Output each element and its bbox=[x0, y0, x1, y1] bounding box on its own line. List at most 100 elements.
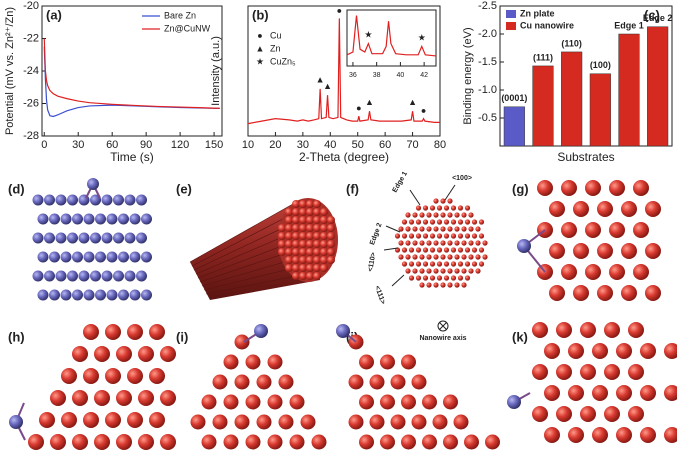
axis-symbol bbox=[437, 320, 449, 332]
atom bbox=[78, 232, 90, 244]
atom bbox=[415, 205, 422, 211]
atom bbox=[313, 256, 321, 264]
atom bbox=[44, 232, 55, 244]
legend-label: CuZn₅ bbox=[270, 56, 296, 66]
atom bbox=[447, 226, 453, 232]
atom bbox=[422, 247, 429, 253]
atom bbox=[83, 289, 95, 301]
atom bbox=[422, 233, 429, 239]
atom bbox=[90, 270, 101, 282]
atom bbox=[440, 254, 446, 260]
atom bbox=[415, 247, 422, 253]
atom bbox=[149, 368, 165, 384]
atom bbox=[436, 261, 443, 267]
atom bbox=[592, 385, 608, 401]
annotation: Nanowire axis bbox=[419, 335, 466, 342]
atom bbox=[299, 216, 307, 224]
atom bbox=[664, 385, 677, 401]
x-tick-label: 40 bbox=[397, 72, 405, 79]
atom bbox=[422, 219, 429, 225]
atom bbox=[278, 240, 286, 248]
atom bbox=[37, 251, 49, 263]
atom bbox=[405, 240, 411, 246]
annotation: Edge 2 bbox=[369, 222, 383, 246]
atom bbox=[32, 270, 44, 282]
x-tick-label: 10 bbox=[242, 139, 254, 151]
atom bbox=[573, 201, 589, 217]
x-tick-label: 150 bbox=[205, 139, 223, 151]
x-axis-label: Substrates bbox=[557, 150, 614, 164]
atom bbox=[556, 406, 572, 422]
y-tick-label: -24 bbox=[23, 65, 39, 77]
atom bbox=[604, 364, 620, 380]
atom bbox=[285, 216, 293, 224]
atom bbox=[78, 270, 90, 282]
atom bbox=[436, 205, 443, 211]
bar-label: Edge 2 bbox=[643, 13, 673, 23]
atom bbox=[94, 434, 110, 450]
atom bbox=[440, 198, 446, 204]
x-tick-label: 30 bbox=[72, 139, 84, 151]
atom bbox=[468, 268, 474, 274]
atom bbox=[60, 213, 72, 225]
peak-marker: ● bbox=[356, 103, 361, 113]
atom bbox=[640, 385, 656, 401]
x-tick-label: 120 bbox=[171, 139, 189, 151]
atom bbox=[129, 213, 141, 225]
annotation: <100> bbox=[452, 175, 472, 182]
atom bbox=[450, 275, 457, 281]
atom bbox=[443, 261, 450, 267]
atom bbox=[320, 216, 328, 224]
axis-symbol bbox=[439, 322, 447, 330]
atom bbox=[415, 219, 422, 225]
atom bbox=[299, 200, 307, 208]
legend-symbol: ● bbox=[257, 30, 262, 40]
atom bbox=[149, 412, 165, 428]
atom bbox=[278, 414, 294, 430]
atom bbox=[454, 226, 460, 232]
atom bbox=[401, 247, 408, 253]
atom bbox=[532, 364, 548, 380]
atom bbox=[160, 434, 176, 450]
atom bbox=[457, 205, 464, 211]
atom bbox=[292, 224, 300, 232]
atom bbox=[278, 374, 294, 390]
atom bbox=[278, 232, 286, 240]
atom bbox=[105, 368, 121, 384]
panel-label: (e) bbox=[176, 181, 192, 196]
atom bbox=[327, 256, 335, 264]
x-tick-label: 50 bbox=[352, 139, 364, 151]
atom bbox=[50, 390, 66, 406]
atom bbox=[212, 374, 228, 390]
atom bbox=[160, 390, 176, 406]
atom bbox=[592, 343, 608, 359]
atom bbox=[95, 213, 106, 225]
atom bbox=[394, 233, 401, 239]
atom bbox=[429, 219, 436, 225]
data-line bbox=[43, 38, 220, 109]
atom bbox=[628, 322, 644, 338]
atom bbox=[83, 213, 95, 225]
atom bbox=[443, 205, 450, 211]
atom bbox=[443, 434, 458, 450]
atom bbox=[37, 213, 49, 225]
atom bbox=[450, 219, 457, 225]
y-tick-label: -22 bbox=[23, 32, 39, 44]
atom bbox=[597, 243, 613, 259]
atom bbox=[440, 240, 446, 246]
atom bbox=[544, 343, 560, 359]
plot-frame bbox=[247, 5, 441, 137]
panel-label: (b) bbox=[252, 7, 269, 22]
atom bbox=[436, 233, 443, 239]
atom bbox=[369, 374, 385, 390]
atom bbox=[408, 233, 415, 239]
nanowire-strand bbox=[189, 199, 301, 263]
legend-symbol: ▲ bbox=[256, 43, 265, 53]
legend-swatch bbox=[506, 22, 516, 30]
atom bbox=[95, 251, 106, 263]
atom bbox=[580, 364, 596, 380]
atom bbox=[405, 226, 411, 232]
atom bbox=[433, 282, 439, 288]
atom bbox=[419, 268, 425, 274]
